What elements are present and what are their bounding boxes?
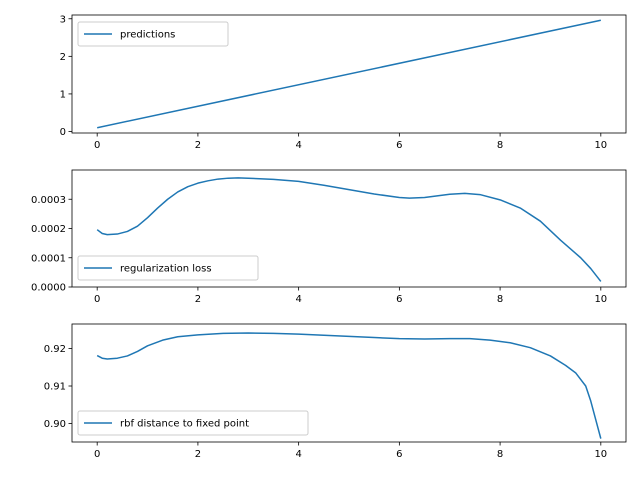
y-tick-label-1-2: 2 — [60, 52, 66, 63]
legend-box-2 — [77, 255, 259, 281]
x-tick-label-3-3: 6 — [396, 449, 402, 460]
y-tick-label-2-2: 0.0002 — [31, 224, 66, 235]
x-tick-label-2-4: 8 — [497, 294, 503, 305]
legend-box-1 — [77, 21, 229, 47]
y-tick-label-3-0: 0.90 — [44, 419, 66, 430]
x-tick-label-2-5: 10 — [594, 294, 607, 305]
x-tick-label-2-1: 2 — [195, 294, 201, 305]
y-tick-label-1-3: 3 — [60, 14, 66, 25]
legend-label-2: regularization loss — [120, 264, 212, 275]
x-tick-label-3-4: 8 — [497, 449, 503, 460]
y-tick-label-1-1: 1 — [60, 90, 66, 101]
x-tick-label-1-0: 0 — [94, 140, 100, 151]
y-tick-label-2-1: 0.0001 — [31, 253, 66, 264]
x-tick-label-3-5: 10 — [594, 449, 607, 460]
subplot-3: 0 2 4 6 8 10 0.90 0.91 0.92 rbf distance to fixed… — [44, 323, 627, 460]
x-tick-label-2-0: 0 — [94, 294, 100, 305]
series-line-2-1 — [96, 177, 602, 282]
legend-1: predictions — [77, 21, 229, 47]
legend-label-1: predictions — [120, 30, 175, 41]
series-line-3-1 — [96, 332, 602, 439]
legend-3: rbf distance to fixed point — [77, 410, 309, 436]
x-tick-label-3-2: 4 — [295, 449, 301, 460]
y-tick-label-2-3: 0.0003 — [31, 195, 66, 206]
x-tick-label-1-3: 6 — [396, 140, 402, 151]
subplot-2: 0 2 4 6 8 10 0.0000 0.0001 0.0002 0.0003 regulariz… — [31, 169, 627, 305]
legend-2: regularization loss — [77, 255, 259, 281]
x-tick-label-1-5: 10 — [594, 140, 607, 151]
x-tick-label-1-2: 4 — [295, 140, 301, 151]
x-tick-label-3-1: 2 — [195, 449, 201, 460]
series-line-1-1 — [97, 19, 601, 129]
x-tick-label-1-1: 2 — [195, 140, 201, 151]
axes-frame-1 — [71, 14, 627, 134]
y-tick-label-1-0: 0 — [60, 127, 66, 138]
y-tick-label-3-1: 0.91 — [44, 382, 66, 393]
x-tick-label-3-0: 0 — [94, 449, 100, 460]
legend-box-3 — [77, 410, 309, 436]
x-tick-label-2-2: 4 — [295, 294, 301, 305]
axes-frame-3 — [71, 323, 627, 443]
subplot-1: 0 2 4 6 8 10 0 1 2 3 predictions — [60, 14, 627, 151]
legend-label-3: rbf distance to fixed point — [120, 419, 249, 430]
y-tick-label-3-2: 0.92 — [44, 344, 66, 355]
x-tick-label-2-3: 6 — [396, 294, 402, 305]
y-tick-label-2-0: 0.0000 — [31, 283, 66, 294]
x-tick-label-1-4: 8 — [497, 140, 503, 151]
